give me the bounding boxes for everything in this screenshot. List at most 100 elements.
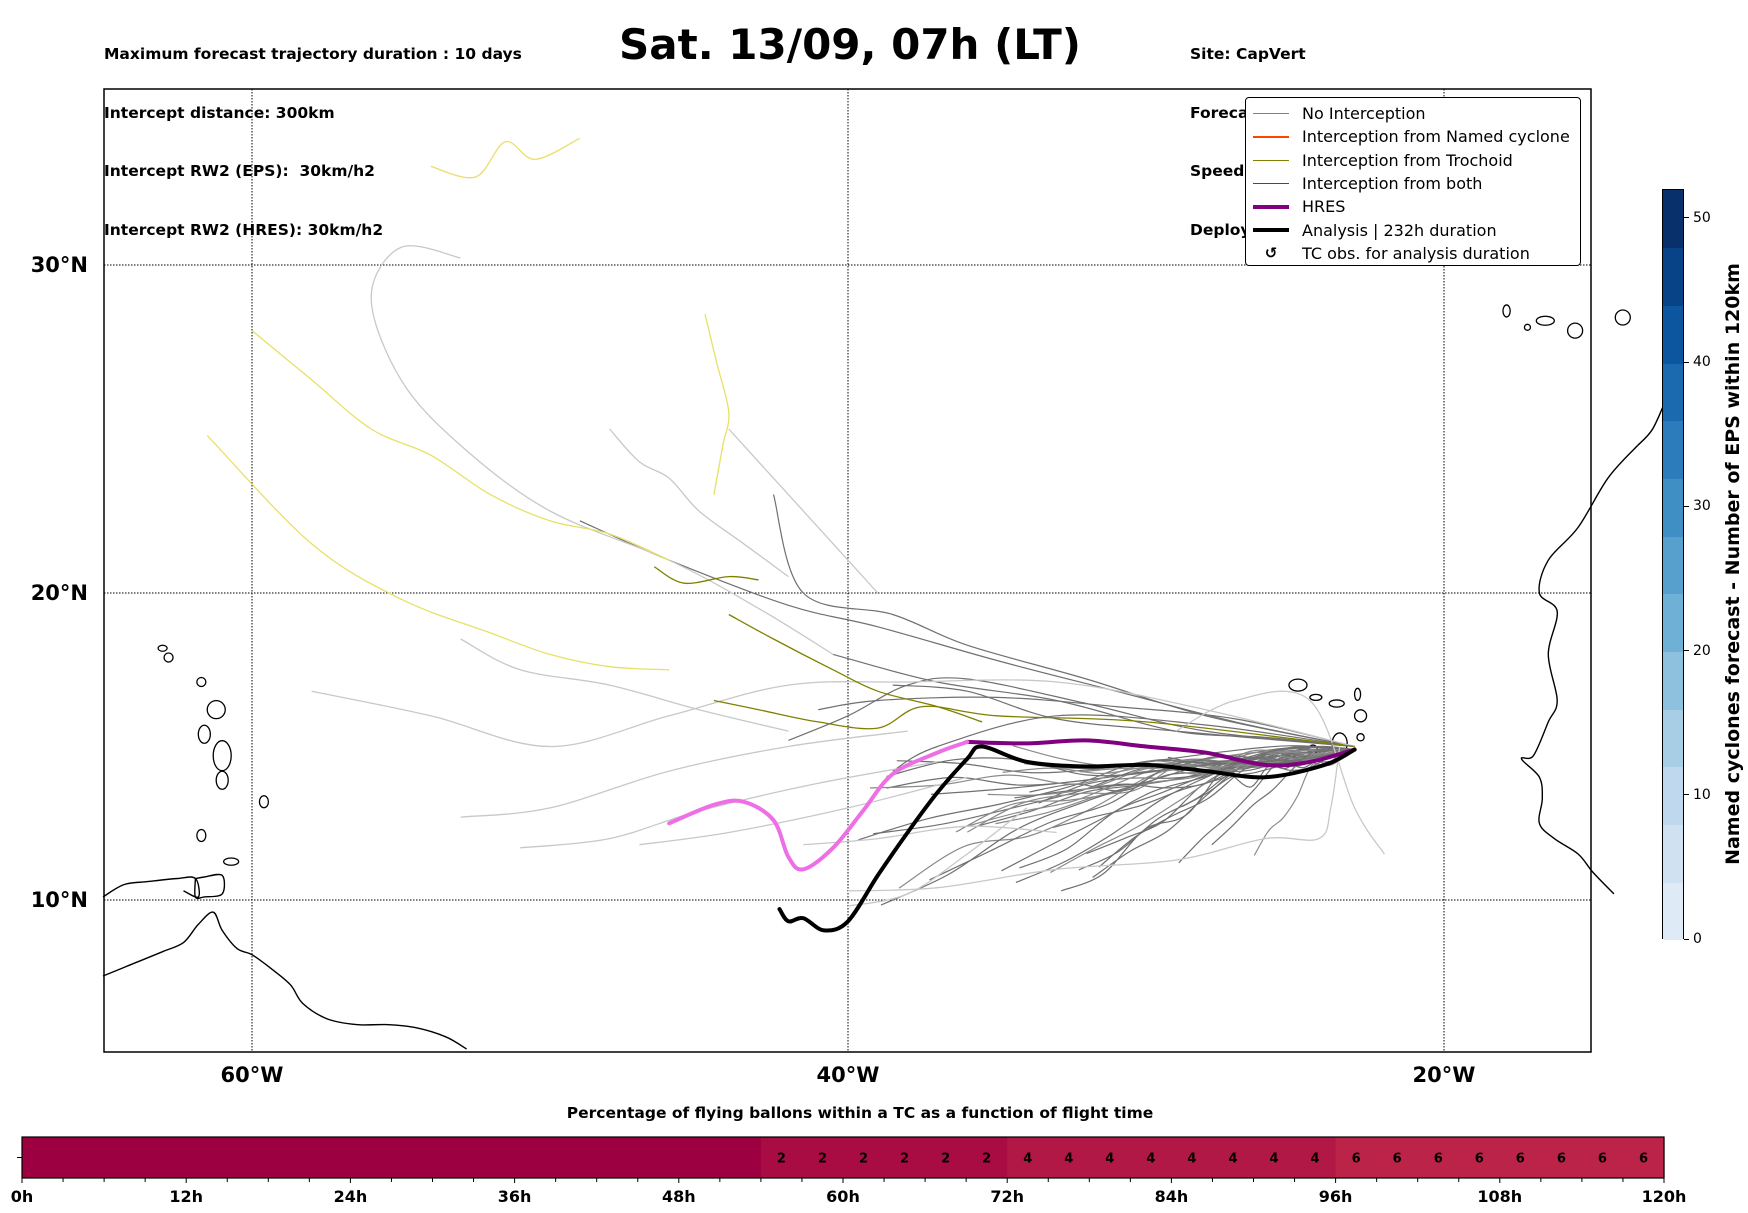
coastline bbox=[1520, 444, 1639, 895]
timebar-tick-label: 60h bbox=[826, 1187, 860, 1206]
timebar-cell-label: 4 bbox=[1064, 1152, 1073, 1167]
timebar-cell bbox=[1417, 1137, 1460, 1178]
info-line: Intercept distance: 300km bbox=[104, 103, 335, 122]
timebar-cell bbox=[760, 1137, 803, 1178]
legend-line-icon bbox=[1252, 112, 1290, 115]
trajectory-no-interception-late bbox=[370, 245, 834, 655]
info-line: Maximum forecast trajectory duration : 1… bbox=[104, 45, 522, 63]
map-frame bbox=[103, 88, 1592, 1053]
colorbar-segment bbox=[1663, 363, 1683, 422]
colorbar-tick-label: 40 bbox=[1684, 354, 1711, 370]
timebar-cell-label: 6 bbox=[1639, 1152, 1648, 1167]
legend-item: Interception from Trochoid bbox=[1246, 149, 1580, 172]
coastline bbox=[102, 876, 200, 898]
timebar-cell-label: 4 bbox=[1146, 1152, 1155, 1167]
trajectory-no-interception bbox=[788, 677, 1355, 748]
timebar-tick-label: 72h bbox=[990, 1187, 1024, 1206]
colorbar-segment bbox=[1663, 709, 1683, 768]
timebar-cell bbox=[1376, 1137, 1419, 1178]
timebar-cell-label: 2 bbox=[818, 1152, 827, 1167]
timebar-cell-label: 4 bbox=[1023, 1152, 1032, 1167]
timebar-cell-label: 6 bbox=[1434, 1152, 1443, 1167]
trajectory-no-interception-late bbox=[639, 776, 968, 846]
colorbar bbox=[1662, 189, 1684, 941]
trajectory-no-interception-late bbox=[609, 428, 789, 578]
page-title: Sat. 13/09, 07h (LT) bbox=[619, 20, 1081, 69]
timebar-cell bbox=[1089, 1137, 1131, 1178]
timebar-tick-label: 12h bbox=[169, 1187, 203, 1206]
legend-item: ↺ TC obs. for analysis duration bbox=[1246, 242, 1580, 265]
colorbar-segment bbox=[1663, 536, 1683, 595]
timebar-cell-label: 6 bbox=[1516, 1152, 1525, 1167]
island-outline bbox=[157, 644, 168, 652]
timebar-tick-label: 0h bbox=[11, 1187, 34, 1206]
timebar-cell bbox=[1581, 1137, 1624, 1178]
colorbar-tick-label: 0 bbox=[1684, 931, 1702, 947]
trajectory-no-interception bbox=[995, 749, 1355, 825]
timebar-cell-label: 4 bbox=[1228, 1152, 1237, 1167]
trajectory-no-interception-late bbox=[1175, 690, 1385, 855]
timebar-cell-label: 4 bbox=[1270, 1152, 1279, 1167]
timebar-cell bbox=[22, 1137, 762, 1178]
legend-item: No Interception bbox=[1246, 102, 1580, 125]
trajectory-no-interception-late bbox=[847, 746, 1341, 892]
island-outline bbox=[163, 652, 174, 663]
island-outline bbox=[215, 770, 229, 790]
colorbar-ticks: 0 10 20 30 40 50 bbox=[1684, 189, 1724, 947]
timebar-cell bbox=[1171, 1137, 1214, 1178]
trajectory-trochoid bbox=[704, 314, 730, 495]
timebar-cell bbox=[1499, 1137, 1542, 1178]
legend-label: Interception from both bbox=[1302, 174, 1483, 194]
trajectory-trochoid bbox=[728, 613, 983, 723]
island-outline bbox=[196, 828, 207, 843]
legend-line-icon bbox=[1252, 136, 1290, 138]
legend-item: Analysis | 232h duration bbox=[1246, 218, 1580, 241]
trajectories bbox=[206, 137, 1385, 933]
colorbar-tick-label: 20 bbox=[1684, 643, 1711, 659]
legend-item: Interception from Named cyclone bbox=[1246, 125, 1580, 148]
island-outline bbox=[222, 857, 240, 866]
trajectory-no-interception-late bbox=[460, 638, 789, 732]
forecast-parameters: Maximum forecast trajectory duration : 1… bbox=[104, 6, 522, 260]
colorbar-tick-label: 30 bbox=[1684, 498, 1711, 514]
timebar-cell-label: 6 bbox=[1475, 1152, 1484, 1167]
timebar-cell bbox=[801, 1137, 844, 1178]
legend-line-icon bbox=[1252, 159, 1290, 161]
trajectory-no-interception bbox=[832, 653, 1355, 748]
timebar-cell-label: 4 bbox=[1187, 1152, 1196, 1167]
trajectory-trochoid bbox=[251, 330, 670, 561]
lat-tick-label: 20°N bbox=[31, 581, 88, 605]
timebar-cell bbox=[1458, 1137, 1501, 1178]
lon-tick-label: 60°W bbox=[221, 1063, 284, 1087]
colorbar-tick-label: 50 bbox=[1684, 210, 1711, 226]
timebar-tick-label: 96h bbox=[1319, 1187, 1353, 1206]
legend-item: HRES bbox=[1246, 195, 1580, 218]
timebar-cell bbox=[1007, 1137, 1049, 1178]
timebar-cell bbox=[1622, 1137, 1665, 1178]
timebar-tick-label: 48h bbox=[662, 1187, 696, 1206]
timebar-cell-label: 4 bbox=[1311, 1152, 1320, 1167]
lat-tick-label: 10°N bbox=[31, 888, 88, 912]
legend-item: Interception from both bbox=[1246, 172, 1580, 195]
coastline bbox=[194, 873, 226, 900]
timebar-cell-label: 4 bbox=[1105, 1152, 1114, 1167]
colorbar-segment bbox=[1663, 420, 1683, 479]
island-outline bbox=[1523, 323, 1532, 331]
trajectory-analysis bbox=[777, 744, 1357, 933]
legend-label: Analysis | 232h duration bbox=[1302, 220, 1497, 240]
legend-label: No Interception bbox=[1302, 104, 1426, 124]
timebar-cell bbox=[1212, 1137, 1255, 1178]
trajectory-no-interception bbox=[1019, 746, 1355, 869]
info-line: Intercept RW2 (EPS): 30km/h2 bbox=[104, 162, 375, 180]
island-outline bbox=[197, 724, 211, 744]
colorbar-segment bbox=[1663, 190, 1683, 249]
timebar-chart: 2 2 2 2 2 2 4 4 4 4 4 4 4 4 6 6 6 6 6 6 6 60h 12h 24h 36h 48h 60h 7… bbox=[11, 1136, 1686, 1206]
timebar-cell bbox=[1130, 1137, 1172, 1178]
colorbar-segment bbox=[1663, 247, 1683, 306]
trajectory-no-interception bbox=[929, 746, 1355, 881]
colorbar-segment bbox=[1663, 593, 1683, 653]
timebar-cell-label: 6 bbox=[1557, 1152, 1566, 1167]
timebar-cell-label: 2 bbox=[777, 1152, 786, 1167]
legend-line-icon bbox=[1252, 182, 1290, 185]
trajectory-no-interception bbox=[1211, 749, 1355, 846]
